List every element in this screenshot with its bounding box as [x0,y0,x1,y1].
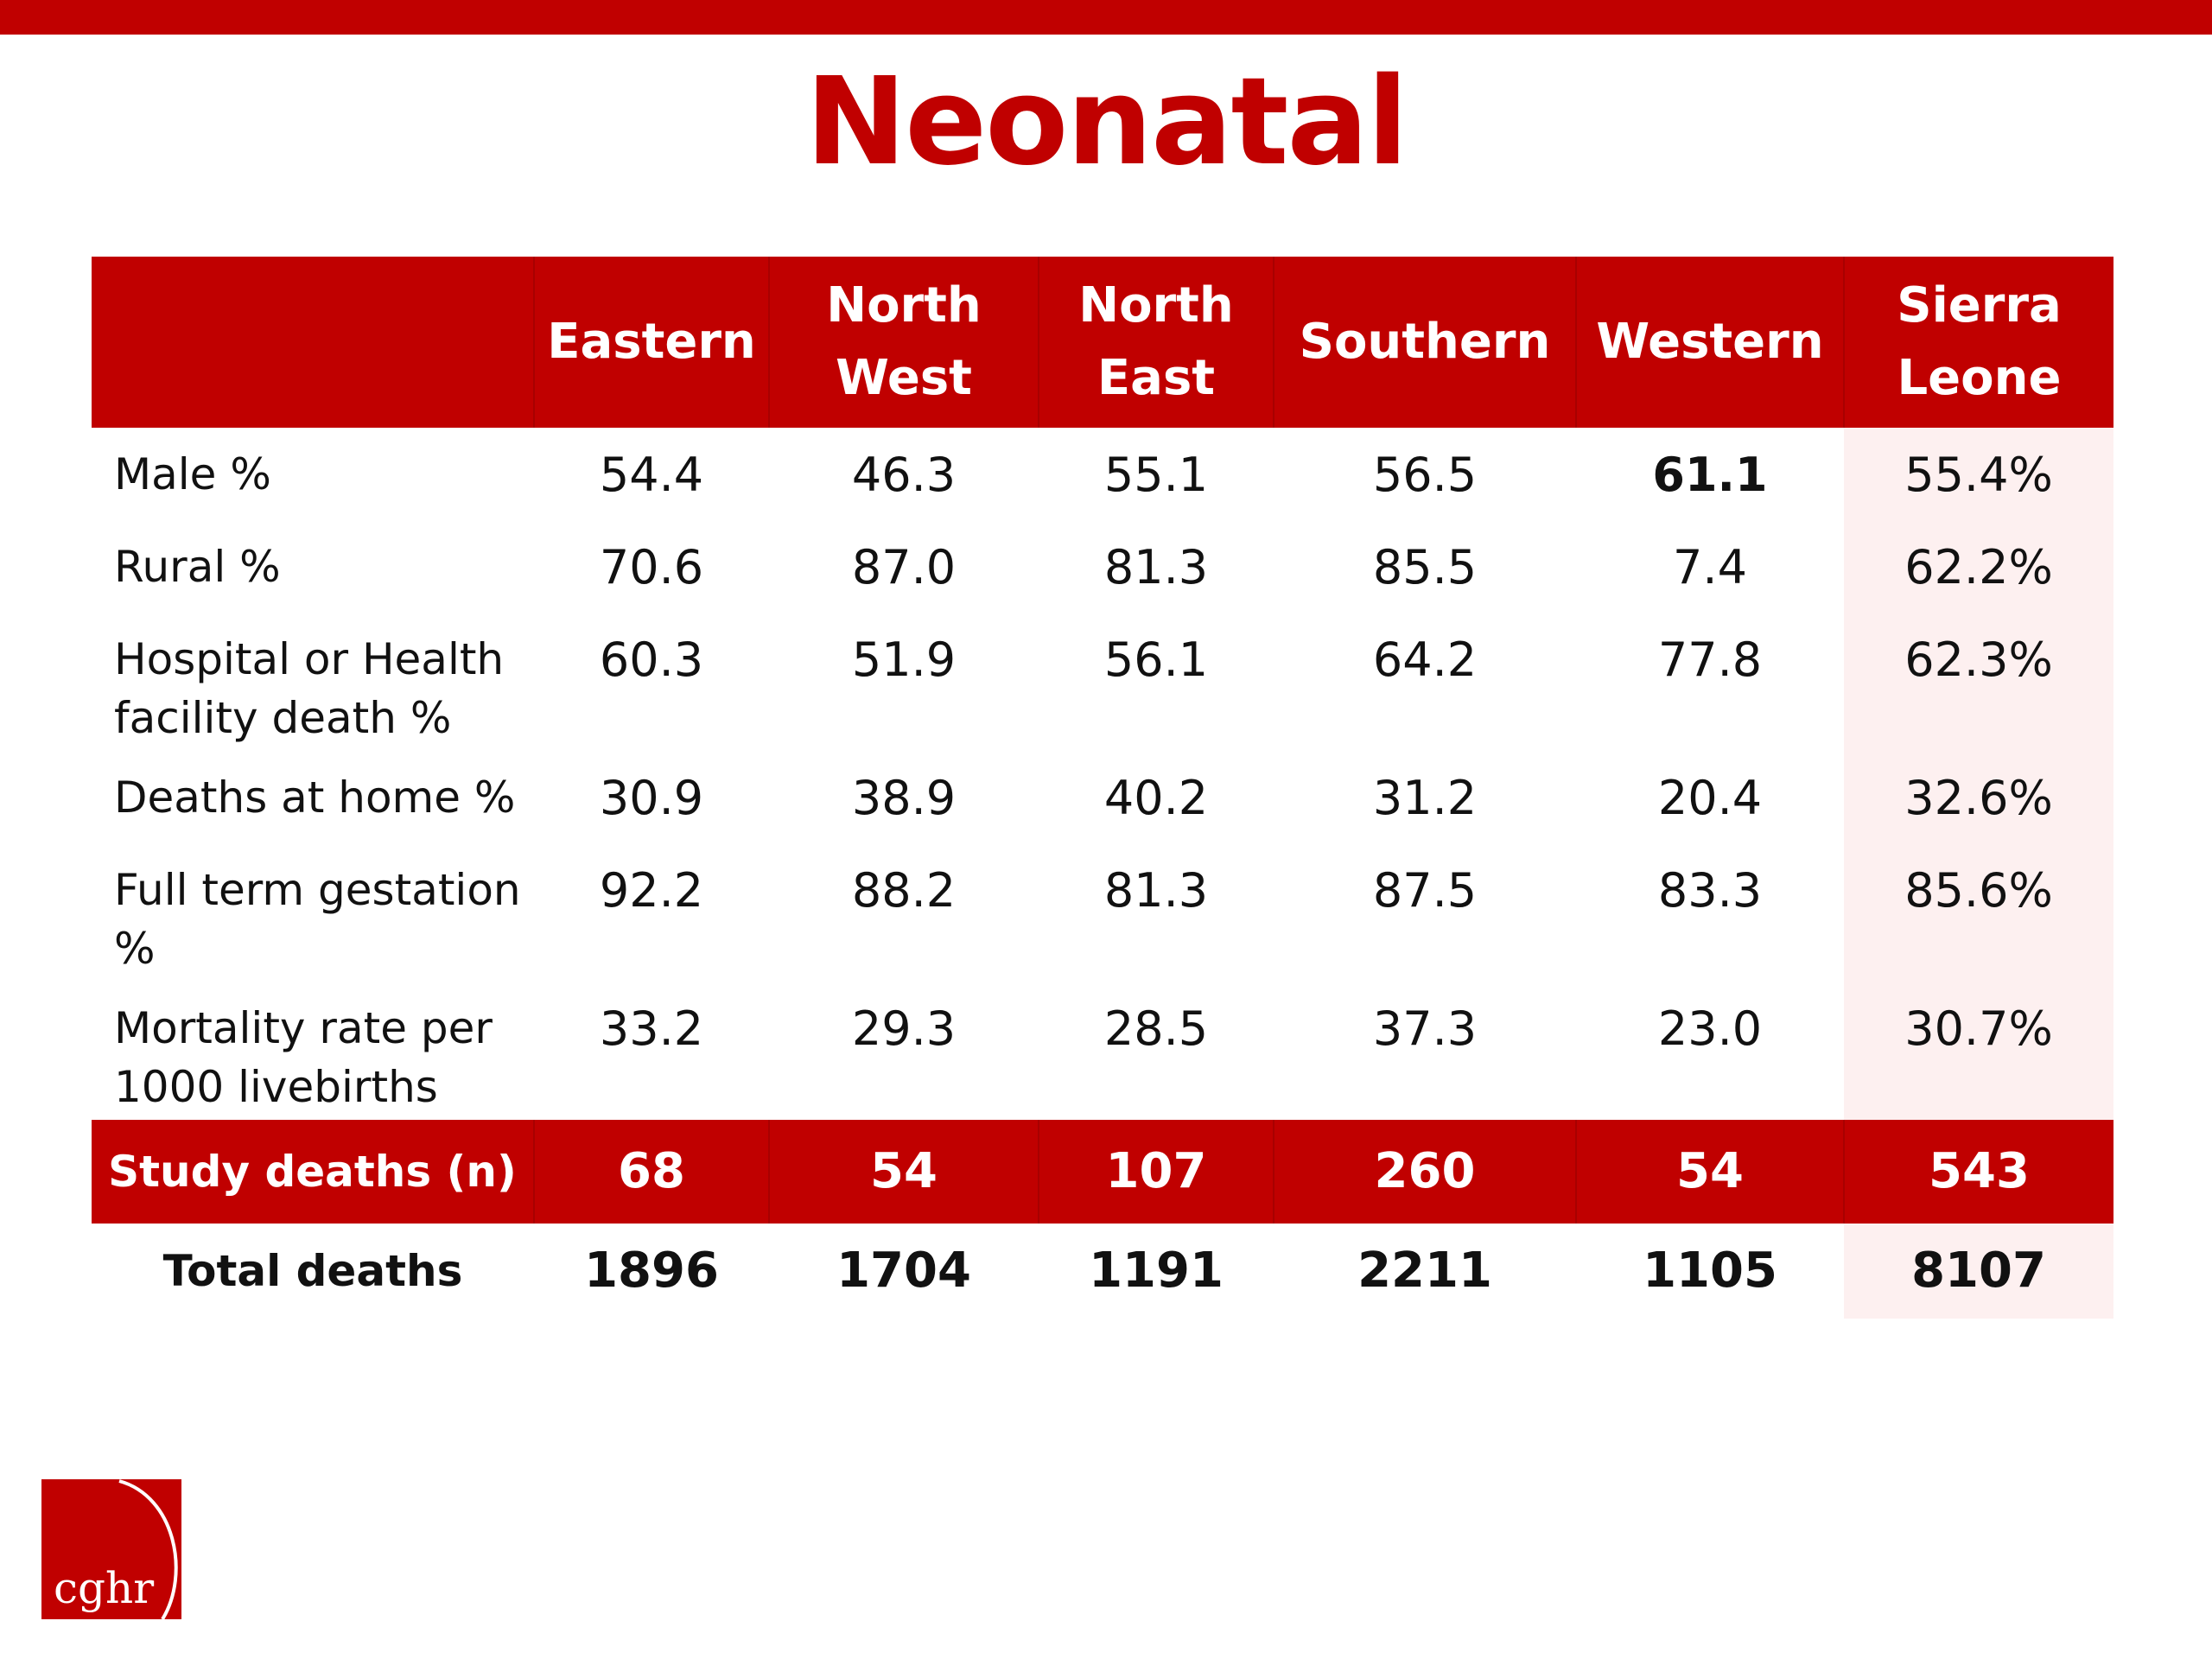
table-cell: 40.2 [1103,771,1209,825]
table-cell: 31.2 [1372,771,1478,825]
table-cell: 81.3 [1103,863,1209,918]
header-western: Western [1575,257,1844,428]
header-north-east: North East [1038,257,1274,428]
table-cell: 46.3 [851,448,957,502]
table-cell: 54 [768,1120,1039,1224]
row-label: Deaths at home % [114,772,516,823]
table-cell: 87.5 [1372,863,1478,918]
slide-title: Neonatal [805,52,1408,193]
table-cell: 1105 [1643,1243,1777,1299]
table-row-male: Male % 54.4 46.3 55.1 56.5 61.1 55.4% [92,428,2113,520]
table-cell: 60.3 [599,632,704,687]
table-cell-sierra-leone: 55.4% [1844,428,2113,520]
header-row: Eastern North West North East Southern W… [92,257,2113,428]
table-cell: 56.5 [1372,448,1478,502]
table-cell: 87.0 [851,540,957,594]
table-cell-sierra-leone: 62.2% [1844,520,2113,613]
header-north-west: North West [768,257,1039,428]
table-cell: 2211 [1357,1243,1492,1299]
logo-arc-icon [118,1479,178,1619]
table-cell: 1704 [836,1243,971,1299]
table-row-facility-death: Hospital or Health facility death % 60.3… [92,613,2113,751]
table-cell: 7.4 [1673,540,1747,594]
table-cell: 1896 [584,1243,719,1299]
table-row-home-death: Deaths at home % 30.9 38.9 40.2 31.2 20.… [92,751,2113,843]
row-label: Mortality rate per 1000 livebirths [114,1003,493,1112]
table-cell: 77.8 [1657,632,1763,687]
row-label: Total deaths [162,1246,463,1296]
table-cell: 85.5 [1372,540,1478,594]
table-cell: 28.5 [1103,1001,1209,1056]
logo-text: cghr [54,1563,155,1613]
table-cell: 55.1 [1103,448,1209,502]
row-label: Study deaths (n) [92,1120,534,1224]
table-cell: 81.3 [1103,540,1209,594]
table-cell: 37.3 [1372,1001,1478,1056]
table-cell: 70.6 [599,540,704,594]
row-label: Hospital or Health facility death % [114,634,505,743]
table-cell: 38.9 [851,771,957,825]
table-cell: 56.1 [1103,632,1209,687]
table-cell: 92.2 [599,863,704,918]
table-cell-sierra-leone: 62.3% [1844,613,2113,751]
table-cell: 68 [533,1120,769,1224]
table-cell: 20.4 [1657,771,1763,825]
table-cell-highlight: 61.1 [1652,448,1768,502]
table-cell-sierra-leone: 32.6% [1844,751,2113,843]
table-cell: 83.3 [1657,863,1763,918]
row-label: Full term gestation % [114,865,521,974]
table-cell: 23.0 [1657,1001,1763,1056]
table-cell: 33.2 [599,1001,704,1056]
table-cell-sierra-leone: 30.7% [1844,982,2113,1120]
table-cell: 88.2 [851,863,957,918]
neonatal-table: Eastern North West North East Southern W… [92,257,2113,1319]
cghr-logo: cghr [41,1479,181,1619]
table-cell: 51.9 [851,632,957,687]
row-label: Male % [114,449,271,499]
table-cell: 64.2 [1372,632,1478,687]
table-cell-sierra-leone: 543 [1843,1120,2113,1224]
table-row-mortality-rate: Mortality rate per 1000 livebirths 33.2 … [92,982,2113,1120]
header-sierra-leone: Sierra Leone [1843,257,2113,428]
header-blank [92,257,534,428]
header-southern: Southern [1273,257,1576,428]
table-row-total-deaths: Total deaths 1896 1704 1191 2211 1105 81… [92,1224,2113,1319]
table-cell-sierra-leone: 85.6% [1844,843,2113,982]
table-row-rural: Rural % 70.6 87.0 81.3 85.5 7.4 62.2% [92,520,2113,613]
table-cell: 54 [1575,1120,1844,1224]
table-row-study-deaths: Study deaths (n) 68 54 107 260 54 543 [92,1120,2113,1224]
top-accent-bar [0,0,2212,35]
header-eastern: Eastern [533,257,769,428]
table-cell: 54.4 [599,448,704,502]
table-cell: 260 [1273,1120,1576,1224]
table-cell: 107 [1038,1120,1274,1224]
table-cell: 30.9 [599,771,704,825]
row-label: Rural % [114,542,281,592]
table-cell-sierra-leone: 8107 [1844,1224,2113,1319]
table-cell: 1191 [1089,1243,1224,1299]
table-cell: 29.3 [851,1001,957,1056]
table-row-full-term: Full term gestation % 92.2 88.2 81.3 87.… [92,843,2113,982]
